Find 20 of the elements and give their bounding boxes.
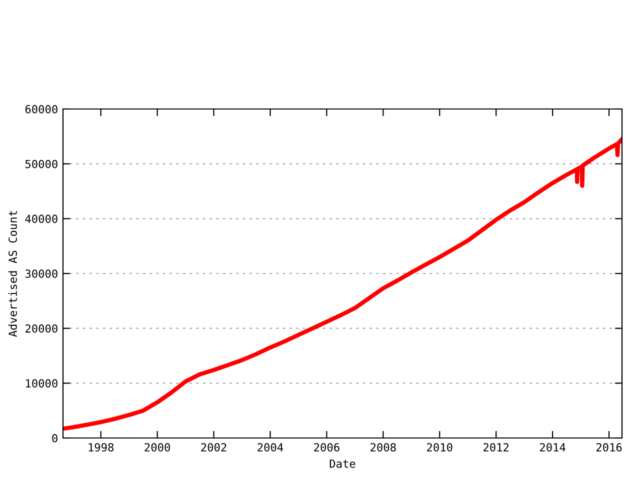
y-tick-label: 40000 [25, 214, 58, 224]
x-tick-label: 2008 [370, 443, 396, 452]
x-tick-label: 2004 [258, 443, 284, 452]
y-tick-label: 0 [52, 434, 58, 442]
x-tick-label: 1998 [88, 443, 114, 452]
x-tick-label: 2000 [144, 443, 170, 452]
line-series [63, 137, 622, 431]
x-tick-label: 2016 [596, 443, 622, 452]
x-tick-label: 2012 [484, 443, 509, 452]
x-axis-title: Date [330, 460, 356, 468]
x-tick-label: 2002 [201, 443, 226, 452]
y-tick-label: 30000 [25, 270, 58, 278]
y-tick-label: 20000 [26, 324, 58, 333]
x-tick-label: 2006 [314, 443, 340, 452]
y-axis-title: Advertised AS Count [8, 211, 17, 337]
y-tick-label: 50000 [25, 160, 58, 168]
x-tick-label: 2010 [427, 443, 452, 452]
y-tick-label: 60000 [25, 105, 58, 114]
y-tick-label: 10000 [26, 379, 58, 388]
x-tick-label: 2014 [540, 443, 566, 452]
